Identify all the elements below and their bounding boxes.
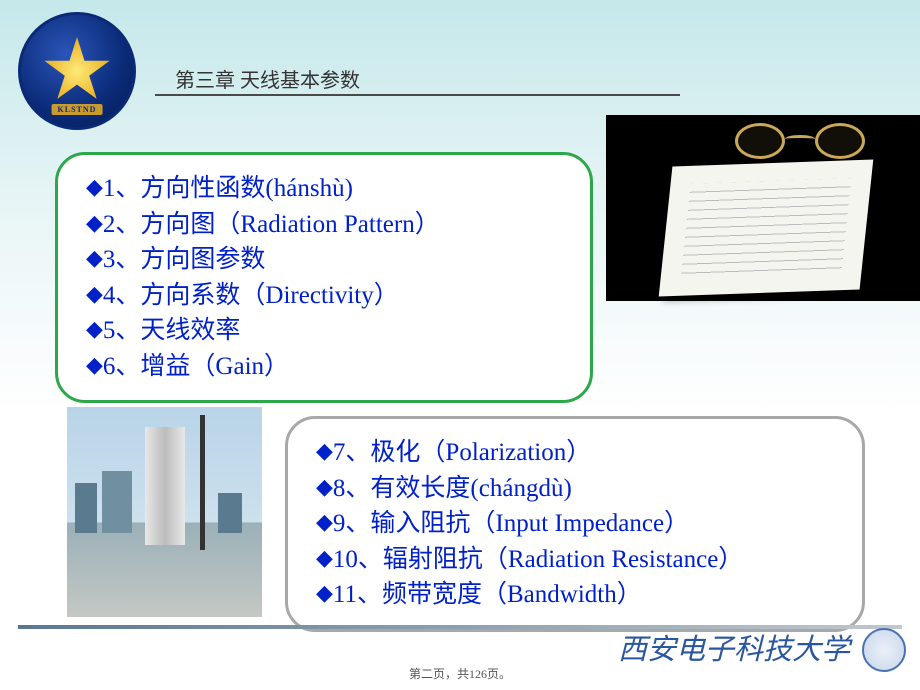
page-indicator: 第二页，共126页。 [409, 665, 511, 682]
university-name: 西安电子科技大学 [618, 626, 850, 668]
glasses-icon [735, 123, 865, 168]
diamond-icon: ◆ [316, 438, 333, 463]
list2-item: ◆9、输入阻抗（Input Impedance） [316, 506, 834, 542]
list1-item: ◆3、方向图参数 [86, 242, 562, 278]
list1-item: ◆2、方向图（Radiation Pattern） [86, 207, 562, 243]
antenna-photo [67, 407, 262, 617]
list1-item: ◆1、方向性函数(hánshù) [86, 171, 562, 207]
diamond-icon: ◆ [86, 210, 103, 235]
topic-box-2: ◆7、极化（Polarization） ◆8、有效长度(chángdù) ◆9、… [285, 416, 865, 632]
diamond-icon: ◆ [316, 474, 333, 499]
diamond-icon: ◆ [316, 545, 333, 570]
document-glasses-image [606, 115, 920, 301]
diamond-icon: ◆ [86, 281, 103, 306]
list2-item: ◆10、辐射阻抗（Radiation Resistance） [316, 542, 834, 578]
list1-item: ◆6、增益（Gain） [86, 349, 562, 385]
diamond-icon: ◆ [316, 509, 333, 534]
list2-item: ◆8、有效长度(chángdù) [316, 471, 834, 507]
lab-logo: KLSTND [18, 12, 136, 130]
chapter-title: 第三章 天线基本参数 [175, 64, 360, 93]
title-underline [155, 94, 680, 96]
logo-code: KLSTND [52, 104, 103, 115]
diamond-icon: ◆ [86, 352, 103, 377]
university-logo-icon [862, 628, 906, 672]
diamond-icon: ◆ [86, 245, 103, 270]
logo-star-icon [43, 37, 111, 105]
list1-item: ◆5、天线效率 [86, 313, 562, 349]
list2-item: ◆11、频带宽度（Bandwidth） [316, 577, 834, 613]
diamond-icon: ◆ [86, 316, 103, 341]
list1-item: ◆4、方向系数（Directivity） [86, 278, 562, 314]
diamond-icon: ◆ [316, 580, 333, 605]
topic-box-1: ◆1、方向性函数(hánshù) ◆2、方向图（Radiation Patter… [55, 152, 593, 403]
diamond-icon: ◆ [86, 174, 103, 199]
list2-item: ◆7、极化（Polarization） [316, 435, 834, 471]
